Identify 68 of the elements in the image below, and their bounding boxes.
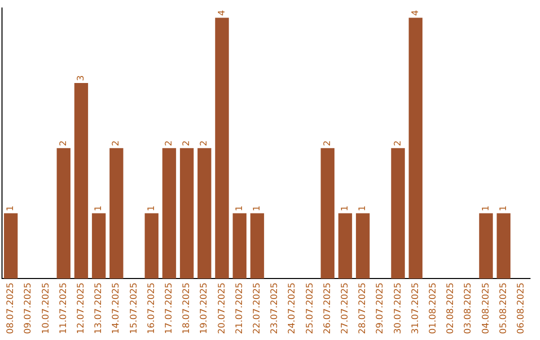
x-tick-label: 19.07.2025 [200,282,210,334]
bar [479,213,493,278]
data-label: 2 [164,140,175,146]
x-tick-label: 30.07.2025 [393,282,404,334]
x-tick-label: 14.07.2025 [112,282,122,334]
x-tick-label: 25.07.2025 [305,282,316,334]
x-tick-label: 05.08.2025 [498,282,509,334]
x-tick-label: 06.08.2025 [516,282,527,334]
x-tick-label: 12.07.2025 [76,282,87,334]
data-label: 2 [182,140,192,146]
bar [110,148,124,278]
bar [144,213,158,278]
x-tick-label: 10.07.2025 [41,282,52,334]
bar [250,213,264,278]
bar [232,213,246,278]
data-label: 1 [481,206,492,212]
data-label: 1 [498,206,509,212]
bar [4,213,18,278]
data-label: 2 [200,140,210,146]
x-tick-label: 27.07.2025 [340,282,351,334]
bar [92,213,106,278]
bar [198,148,212,278]
bar [180,148,194,278]
bar [162,148,176,278]
x-tick-label: 20.07.2025 [217,282,228,334]
data-label: 1 [234,206,245,212]
x-tick-label: 28.07.2025 [358,282,368,334]
data-label: 3 [76,75,87,81]
x-tick-label: 16.07.2025 [146,282,157,334]
x-tick-label: 31.07.2025 [410,282,421,334]
data-label: 2 [322,140,333,146]
x-tick-label: 01.08.2025 [428,282,439,334]
x-tick-label: 13.07.2025 [94,282,104,334]
x-tick-label: 21.07.2025 [234,282,245,334]
data-label: 4 [410,10,421,16]
x-tick-label: 29.07.2025 [376,282,386,334]
data-label: 2 [393,140,404,146]
x-tick-label: 08.07.2025 [6,282,16,334]
bar [408,18,422,278]
x-tick-label: 26.07.2025 [322,282,333,334]
x-tick-label: 04.08.2025 [481,282,492,334]
data-label: 2 [58,140,69,146]
data-label: 1 [358,206,368,212]
x-tick-label: 09.07.2025 [24,282,34,334]
data-label: 1 [252,206,263,212]
data-label: 1 [6,206,16,212]
bar [496,213,510,278]
bar [320,148,334,278]
x-tick-label: 11.07.2025 [58,282,69,334]
x-tick-label: 24.07.2025 [288,282,298,334]
x-tick-label: 15.07.2025 [129,282,140,334]
bar [338,213,352,278]
bar [391,148,405,278]
bar [56,148,70,278]
x-tick-label: 23.07.2025 [270,282,280,334]
data-label: 1 [146,206,157,212]
bar [356,213,370,278]
x-tick-label: 03.08.2025 [464,282,474,334]
data-label: 1 [94,206,104,212]
data-label: 2 [112,140,122,146]
bar [215,18,229,278]
data-label: 4 [217,10,228,16]
x-tick-label: 22.07.2025 [252,282,263,334]
bar [74,82,88,278]
data-label: 1 [340,206,351,212]
x-tick-label: 17.07.2025 [164,282,175,334]
x-tick-label: 18.07.2025 [182,282,192,334]
x-tick-label: 02.08.2025 [446,282,456,334]
